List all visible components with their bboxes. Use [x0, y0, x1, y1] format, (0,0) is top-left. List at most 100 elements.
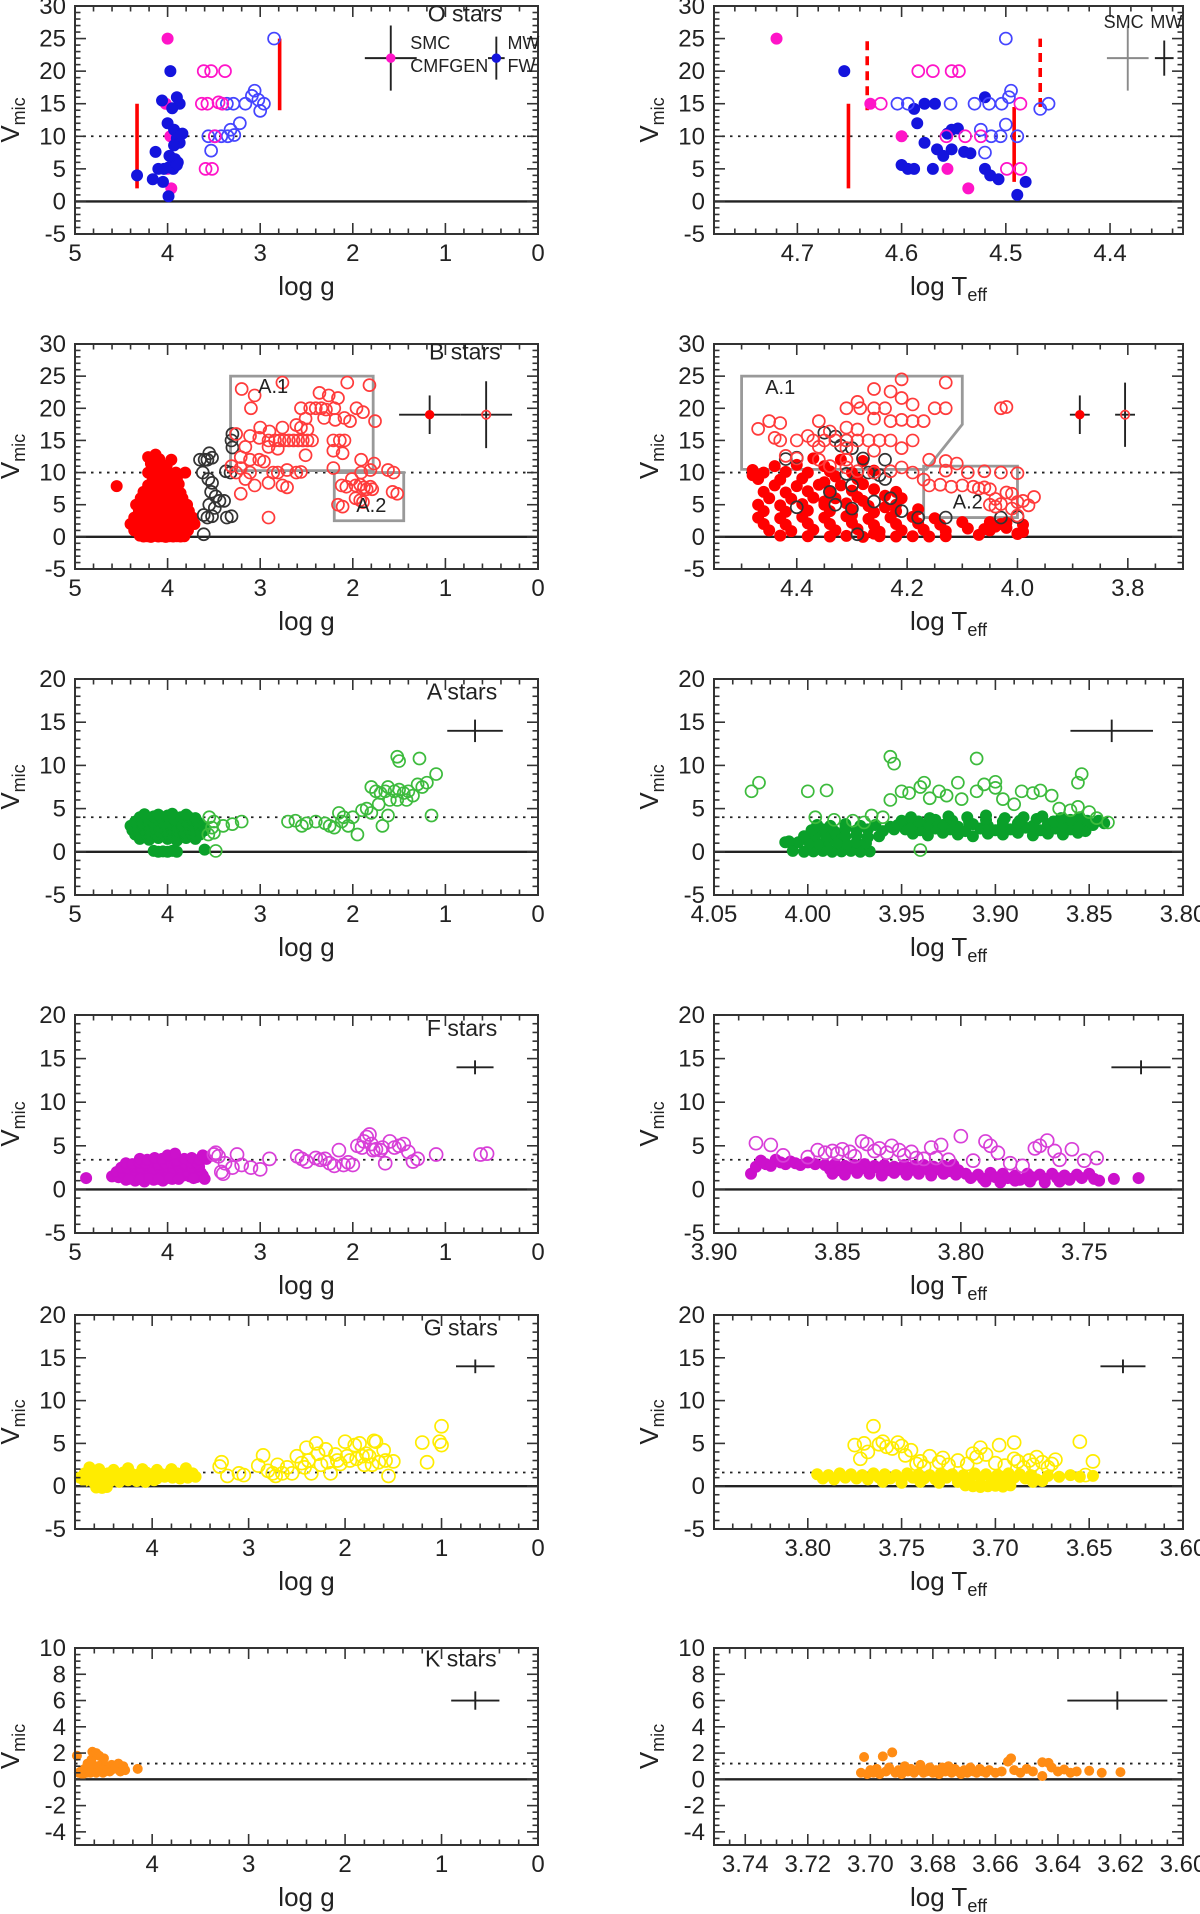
data-point — [950, 1453, 966, 1468]
data-point — [944, 64, 959, 78]
x-tick-label: 4.4 — [1093, 240, 1126, 267]
y-tick-label: -5 — [45, 221, 66, 248]
data-point — [923, 812, 936, 825]
data-point — [1101, 815, 1115, 830]
data-point — [828, 497, 843, 512]
x-tick-label: 0 — [531, 1239, 544, 1266]
y-tick-label: 20 — [678, 666, 705, 693]
data-point — [156, 175, 169, 188]
data-point — [952, 64, 966, 78]
data-point — [927, 401, 942, 416]
x-tick-label: 3.70 — [972, 1535, 1019, 1562]
data-point — [984, 129, 999, 144]
data-point — [905, 397, 920, 412]
data-point — [867, 401, 881, 416]
data-point — [811, 414, 826, 428]
y-tick-label: -2 — [684, 1793, 705, 1820]
x-tick-label: 4.0 — [1001, 575, 1034, 602]
error-cross — [364, 25, 417, 91]
data-point — [852, 1451, 868, 1467]
data-point — [894, 504, 909, 518]
data-point — [978, 523, 991, 536]
x-tick-label: 2 — [338, 1535, 351, 1562]
data-point — [850, 464, 865, 479]
data-point — [996, 1766, 1007, 1777]
data-point — [378, 1453, 393, 1468]
y-tick-label: 6 — [692, 1688, 705, 1715]
data-point — [961, 811, 974, 824]
data-point — [964, 147, 977, 160]
data-point — [353, 493, 368, 508]
data-point — [187, 1172, 200, 1185]
data-point — [1071, 1766, 1082, 1777]
data-point — [779, 465, 792, 478]
y-tick-label: 5 — [53, 796, 66, 823]
y-tick-label: -5 — [45, 556, 66, 583]
plot-border — [74, 5, 539, 235]
data-point — [1009, 1174, 1022, 1187]
series-open-magenta — [873, 64, 1028, 176]
y-tick-label: 2 — [53, 1740, 66, 1767]
data-point — [238, 96, 253, 111]
error-cross — [451, 1691, 500, 1710]
x-tick-label: 4 — [161, 1239, 174, 1266]
y-axis-label: Vmic — [634, 1399, 668, 1444]
data-point — [373, 1142, 388, 1158]
data-point — [851, 1166, 864, 1179]
data-point — [270, 441, 285, 456]
data-point — [828, 1473, 841, 1486]
y-tick-label: -5 — [684, 221, 705, 248]
x-tick-label: 4.05 — [691, 901, 738, 928]
data-point — [955, 478, 970, 493]
data-point — [883, 793, 898, 807]
axis-ticks — [74, 1014, 539, 1234]
data-point — [401, 1144, 416, 1160]
x-tick-label: 0 — [531, 1851, 544, 1878]
x-tick-label: 3 — [254, 575, 267, 602]
data-point — [942, 810, 955, 823]
data-point — [925, 1169, 938, 1182]
data-point — [809, 1158, 822, 1171]
series-filled-magenta — [770, 32, 975, 195]
error-cross — [1067, 1691, 1168, 1710]
data-point — [1027, 1766, 1038, 1777]
data-point — [913, 780, 928, 794]
data-point — [122, 1172, 135, 1185]
data-point — [1000, 162, 1014, 176]
data-point — [359, 801, 374, 816]
data-point — [894, 372, 909, 387]
y-tick-label: 5 — [53, 156, 66, 183]
x-tick-label: 3.85 — [1066, 901, 1113, 928]
series-open-black — [193, 427, 240, 542]
data-point — [170, 845, 183, 858]
y-tick-label: 5 — [53, 1133, 66, 1160]
data-point — [912, 1167, 925, 1180]
data-point — [871, 1436, 887, 1452]
data-point — [774, 499, 787, 512]
plot-border — [74, 1014, 539, 1234]
data-point — [857, 815, 871, 830]
data-point — [201, 129, 216, 144]
data-point — [244, 401, 258, 416]
data-point — [800, 1149, 816, 1165]
data-point — [1026, 1475, 1039, 1488]
data-point — [860, 1444, 876, 1460]
data-point — [951, 775, 965, 790]
data-point — [752, 775, 766, 790]
data-point — [261, 476, 276, 490]
data-point — [873, 96, 888, 111]
y-tick-label: 15 — [39, 709, 66, 736]
data-point — [994, 510, 1008, 525]
data-point — [926, 64, 940, 78]
series-open-green — [744, 749, 1115, 857]
data-point — [998, 31, 1013, 46]
y-tick-label: 5 — [692, 1430, 705, 1457]
data-point — [340, 375, 355, 390]
x-tick-label: 3.72 — [784, 1851, 831, 1878]
data-point — [357, 1457, 372, 1473]
data-point — [960, 465, 975, 480]
data-point — [381, 808, 395, 823]
data-point — [262, 1151, 277, 1167]
data-point — [196, 64, 211, 78]
data-point — [977, 464, 992, 479]
